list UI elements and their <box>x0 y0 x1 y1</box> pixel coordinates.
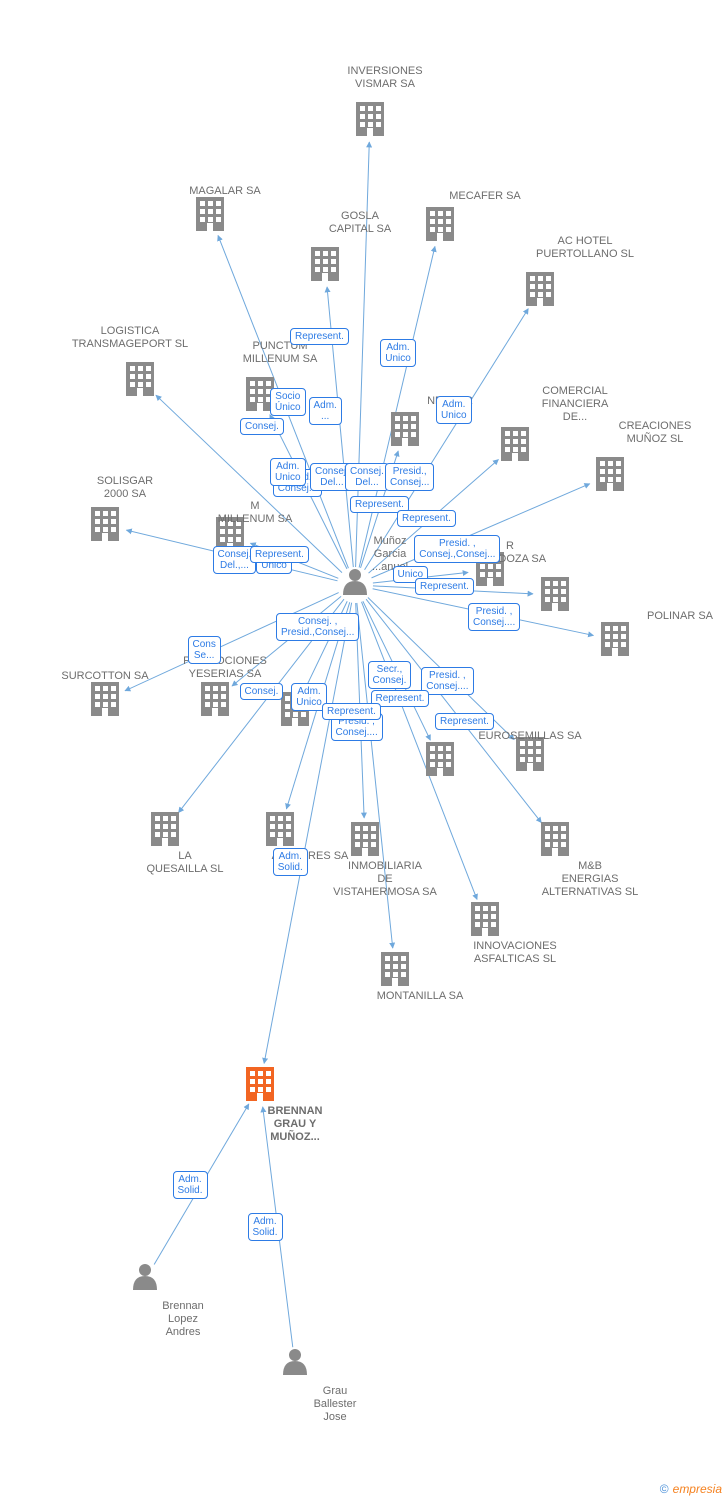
person-icon[interactable] <box>133 1264 157 1290</box>
building-icon[interactable] <box>391 412 419 446</box>
copyright: ©empresia <box>660 1482 722 1496</box>
edge <box>359 246 435 567</box>
building-icon[interactable] <box>281 692 309 726</box>
building-icon[interactable] <box>246 377 274 411</box>
building-icon[interactable] <box>356 102 384 136</box>
building-icon[interactable] <box>216 517 244 551</box>
building-icon[interactable] <box>381 952 409 986</box>
building-icon[interactable] <box>126 362 154 396</box>
person-icon[interactable] <box>343 569 367 595</box>
building-icon[interactable] <box>201 682 229 716</box>
edge <box>270 415 347 569</box>
person-icon[interactable] <box>283 1349 307 1375</box>
edge <box>363 601 431 740</box>
building-icon[interactable] <box>426 207 454 241</box>
building-icon[interactable] <box>311 247 339 281</box>
network-svg <box>0 0 728 1500</box>
building-icon[interactable] <box>196 197 224 231</box>
edge <box>366 599 541 823</box>
building-icon[interactable] <box>151 812 179 846</box>
building-icon[interactable] <box>476 552 504 586</box>
edge <box>125 593 339 691</box>
building-icon[interactable] <box>541 822 569 856</box>
edge <box>305 601 348 690</box>
building-icon[interactable] <box>541 577 569 611</box>
edge <box>356 142 370 567</box>
building-icon[interactable] <box>526 272 554 306</box>
building-icon[interactable] <box>471 902 499 936</box>
building-icon[interactable] <box>426 742 454 776</box>
building-icon[interactable] <box>501 427 529 461</box>
edge <box>156 395 342 572</box>
building-icon[interactable] <box>601 622 629 656</box>
building-icon[interactable] <box>516 737 544 771</box>
edge <box>361 451 399 568</box>
edge <box>373 572 468 583</box>
edge <box>154 1104 249 1265</box>
building-icon[interactable] <box>596 457 624 491</box>
edge <box>373 586 533 594</box>
building-icon[interactable] <box>246 1067 274 1101</box>
building-icon[interactable] <box>351 822 379 856</box>
edge <box>368 598 514 740</box>
edge <box>263 1107 293 1347</box>
building-icon[interactable] <box>266 812 294 846</box>
edge <box>250 543 338 578</box>
building-icon[interactable] <box>91 507 119 541</box>
building-icon[interactable] <box>91 682 119 716</box>
